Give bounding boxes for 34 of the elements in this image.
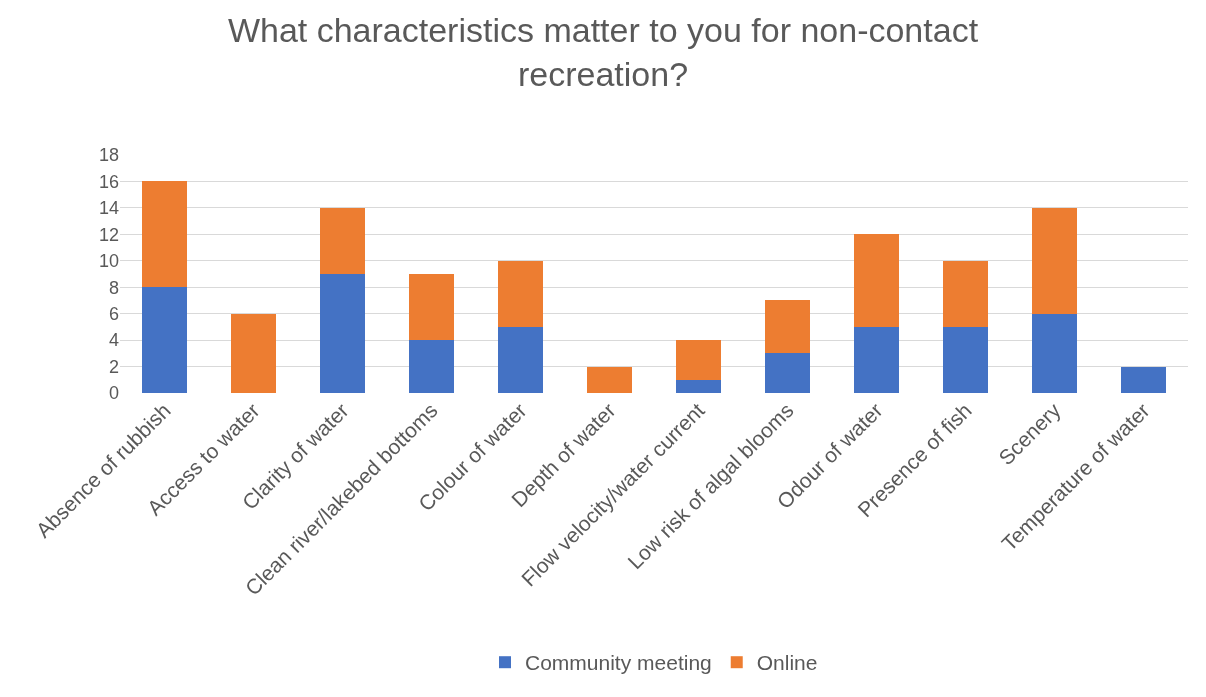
bar <box>142 287 187 393</box>
bar <box>409 274 454 341</box>
y-tick-label: 2 <box>108 356 119 377</box>
bar <box>409 340 454 393</box>
y-tick-label: 14 <box>98 198 119 219</box>
y-tick-label: 8 <box>108 277 119 298</box>
bar <box>676 340 721 380</box>
y-tick-label: 18 <box>98 145 119 166</box>
bar <box>943 260 988 327</box>
y-tick-label: 16 <box>98 171 119 192</box>
bar <box>943 326 988 393</box>
y-tick-label: 10 <box>98 251 119 272</box>
bar <box>587 366 632 393</box>
bar <box>498 326 543 393</box>
bar <box>854 234 899 327</box>
bar <box>1121 366 1166 393</box>
y-tick-label: 6 <box>108 303 119 324</box>
legend-label: Community meeting <box>525 651 712 675</box>
bar <box>765 353 810 393</box>
bar <box>765 300 810 354</box>
y-tick-label: 4 <box>108 330 119 351</box>
y-tick-label: 0 <box>108 383 119 404</box>
bar <box>1032 313 1077 393</box>
y-tick-label: 12 <box>98 224 119 245</box>
legend-label: Online <box>756 651 818 675</box>
bar <box>320 207 365 274</box>
bar <box>676 379 721 393</box>
bar <box>854 326 899 393</box>
bar <box>320 274 365 393</box>
bar <box>142 181 187 288</box>
bar <box>231 313 276 393</box>
chart-title: What characteristics matter to you for non-contact recreation? <box>227 10 979 94</box>
bar <box>1032 207 1077 314</box>
bar <box>498 260 543 327</box>
